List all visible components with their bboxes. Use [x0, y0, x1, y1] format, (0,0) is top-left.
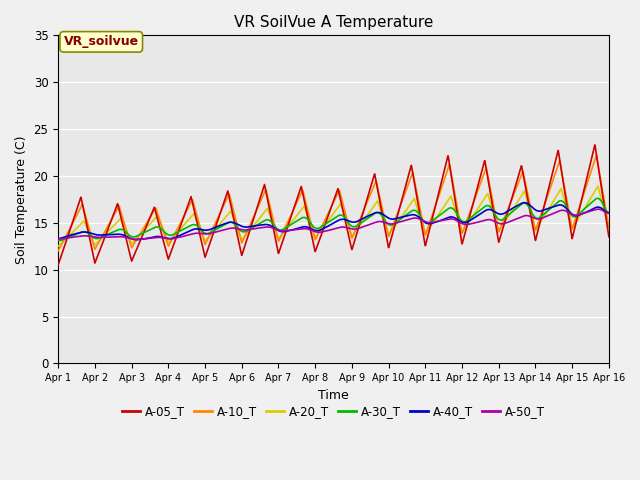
A-50_T	[132, 237, 140, 242]
A-50_T	[572, 212, 580, 218]
A-20_T	[572, 220, 579, 226]
A-20_T	[594, 183, 602, 189]
A-50_T	[54, 236, 62, 242]
A-50_T	[349, 226, 357, 232]
A-30_T	[54, 238, 62, 243]
A-30_T	[572, 214, 579, 219]
A-50_T	[494, 220, 502, 226]
A-05_T	[208, 235, 216, 241]
A-20_T	[54, 243, 62, 249]
Text: VR_soilvue: VR_soilvue	[63, 36, 139, 48]
A-05_T	[605, 234, 612, 240]
A-40_T	[520, 200, 528, 205]
Legend: A-05_T, A-10_T, A-20_T, A-30_T, A-40_T, A-50_T: A-05_T, A-10_T, A-20_T, A-30_T, A-40_T, …	[118, 401, 549, 423]
A-10_T	[605, 225, 612, 230]
A-10_T	[593, 152, 600, 158]
Y-axis label: Soil Temperature (C): Soil Temperature (C)	[15, 135, 28, 264]
A-50_T	[595, 206, 602, 212]
Line: A-40_T: A-40_T	[58, 203, 609, 240]
A-30_T	[362, 217, 369, 223]
A-30_T	[493, 216, 501, 221]
A-10_T	[572, 216, 579, 222]
A-40_T	[132, 237, 140, 242]
A-30_T	[593, 195, 601, 201]
A-10_T	[362, 204, 369, 210]
A-40_T	[494, 211, 502, 216]
A-30_T	[605, 210, 612, 216]
A-10_T	[493, 222, 501, 228]
A-20_T	[362, 215, 369, 221]
Line: A-20_T: A-20_T	[58, 186, 609, 246]
A-40_T	[54, 236, 62, 241]
Line: A-30_T: A-30_T	[58, 198, 609, 240]
A-30_T	[208, 229, 216, 235]
A-05_T	[493, 232, 501, 238]
A-05_T	[362, 203, 369, 208]
A-30_T	[349, 224, 357, 229]
A-40_T	[557, 202, 564, 208]
A-10_T	[208, 228, 216, 234]
Title: VR SoilVue A Temperature: VR SoilVue A Temperature	[234, 15, 433, 30]
A-40_T	[208, 226, 216, 232]
A-40_T	[572, 213, 580, 218]
A-50_T	[208, 230, 216, 236]
A-50_T	[362, 223, 369, 229]
A-20_T	[493, 224, 501, 229]
A-40_T	[605, 210, 612, 216]
X-axis label: Time: Time	[318, 389, 349, 402]
A-40_T	[362, 215, 369, 220]
A-50_T	[605, 211, 612, 216]
A-30_T	[556, 198, 564, 204]
A-05_T	[349, 242, 357, 248]
A-10_T	[54, 248, 62, 254]
Line: A-50_T: A-50_T	[58, 209, 609, 240]
A-05_T	[591, 142, 598, 148]
A-20_T	[208, 231, 216, 237]
A-20_T	[349, 231, 357, 237]
A-20_T	[605, 225, 612, 230]
A-50_T	[557, 208, 564, 214]
A-20_T	[556, 187, 564, 193]
A-10_T	[349, 232, 357, 238]
A-40_T	[349, 219, 357, 225]
A-05_T	[54, 262, 62, 268]
Line: A-10_T: A-10_T	[58, 155, 609, 251]
A-05_T	[556, 159, 564, 165]
Line: A-05_T: A-05_T	[58, 145, 609, 265]
A-05_T	[572, 222, 579, 228]
A-10_T	[556, 160, 564, 166]
